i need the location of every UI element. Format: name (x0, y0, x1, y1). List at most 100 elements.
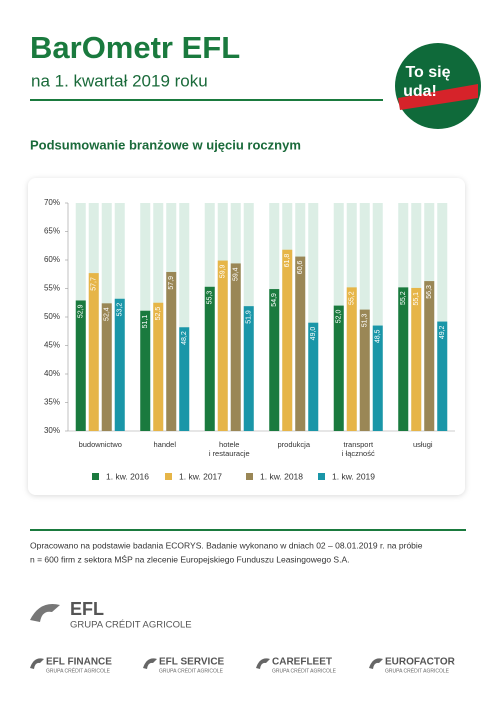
value-label: 52,0 (336, 309, 343, 323)
bar (75, 300, 86, 431)
value-label: 55,2 (349, 291, 356, 305)
bar (398, 287, 409, 431)
brand-group: GRUPA CRÉDIT AGRICOLE (272, 667, 337, 674)
value-label: 57,7 (91, 277, 98, 291)
value-label: 55,1 (413, 292, 420, 306)
legend-swatch (165, 473, 172, 480)
bar (411, 287, 422, 431)
brand-icon (143, 658, 157, 669)
bar (140, 310, 151, 431)
brand-name: EFL SERVICE (159, 657, 225, 668)
x-tick-line: i łączność (342, 449, 375, 458)
badge-text: To się (405, 64, 450, 81)
x-tick-label: handel (153, 440, 176, 449)
bar (204, 286, 215, 431)
bar-track (372, 203, 383, 431)
bar-track (308, 203, 319, 431)
brand-icon (256, 658, 270, 669)
title: BarOmetr EFL (30, 30, 240, 65)
legend-label: 1. kw. 2018 (260, 471, 303, 481)
value-label: 49,0 (310, 327, 317, 341)
bar (282, 249, 293, 431)
x-tick-label: budownictwo (79, 440, 122, 449)
bar-track (437, 203, 448, 431)
value-label: 52,5 (155, 307, 162, 321)
legend-label: 1. kw. 2016 (106, 471, 149, 481)
value-label: 54,9 (271, 293, 278, 307)
y-tick-label: 30% (44, 426, 60, 435)
legend-swatch (246, 473, 253, 480)
bar (269, 289, 280, 431)
brand-icon (369, 658, 383, 669)
badge-text: uda! (403, 83, 437, 100)
brand-name: EFL FINANCE (46, 657, 112, 668)
value-label: 56,3 (426, 285, 433, 299)
logo-icon (30, 604, 60, 622)
bar (308, 322, 319, 431)
x-tick-line: budownictwo (79, 440, 122, 449)
bar (359, 309, 370, 431)
value-label: 60,6 (297, 260, 304, 274)
bar (230, 263, 241, 431)
bar (217, 260, 228, 431)
bar (153, 302, 164, 431)
value-label: 59,4 (233, 267, 240, 281)
brand-group: GRUPA CRÉDIT AGRICOLE (159, 667, 224, 674)
x-tick-label: usługi (413, 440, 433, 449)
bar (372, 325, 383, 431)
value-label: 51,9 (246, 310, 253, 324)
bar-track (179, 203, 190, 431)
bar (295, 256, 306, 431)
value-label: 59,9 (220, 264, 227, 278)
bar (333, 305, 344, 431)
badge-stripe (398, 84, 478, 110)
y-tick-label: 55% (44, 284, 60, 293)
value-label: 61,8 (284, 254, 291, 268)
y-tick-label: 50% (44, 312, 60, 321)
value-label: 52,9 (78, 304, 85, 318)
value-label: 52,4 (104, 307, 111, 321)
x-tick-line: handel (153, 440, 176, 449)
bar (114, 298, 125, 431)
x-tick-line: produkcja (277, 440, 310, 449)
y-tick-label: 40% (44, 369, 60, 378)
x-tick-line: hotele (219, 440, 239, 449)
brand-icon (30, 658, 44, 669)
bar (346, 287, 357, 431)
value-label: 55,2 (400, 291, 407, 305)
bar (101, 303, 112, 431)
x-tick-line: usługi (413, 440, 433, 449)
logo-group: GRUPA CRÉDIT AGRICOLE (70, 620, 192, 631)
value-label: 48,5 (375, 329, 382, 343)
value-label: 51,3 (362, 313, 369, 327)
subtitle: na 1. kwartał 2019 roku (31, 71, 208, 90)
value-label: 55,3 (207, 291, 214, 305)
y-tick-label: 60% (44, 255, 60, 264)
y-tick-label: 35% (44, 398, 60, 407)
brand-name: EUROFACTOR (385, 657, 456, 668)
legend-swatch (318, 473, 325, 480)
bar (88, 273, 99, 431)
bar (179, 327, 190, 431)
x-tick-label: produkcja (277, 440, 310, 449)
legend-label: 1. kw. 2019 (332, 471, 375, 481)
note: Opracowano na podstawie badania ECORYS. … (30, 540, 423, 550)
bar (166, 271, 177, 431)
bar (437, 321, 448, 431)
value-label: 51,1 (142, 315, 149, 329)
y-tick-label: 70% (44, 198, 60, 207)
chart-title: Podsumowanie branżowe w ujęciu rocznym (30, 137, 301, 152)
logo-name: EFL (70, 599, 104, 619)
x-tick-label: transport i łączność (342, 440, 375, 458)
legend-label: 1. kw. 2017 (179, 471, 222, 481)
value-label: 49,2 (439, 325, 446, 339)
x-tick-line: transport (343, 440, 374, 449)
x-tick-label: hotele i restauracje (209, 440, 250, 458)
value-label: 48,2 (181, 331, 188, 345)
bar (424, 281, 435, 431)
value-label: 53,2 (117, 303, 124, 317)
legend-swatch (92, 473, 99, 480)
note: n = 600 firm z sektora MŚP na zlecenie E… (30, 553, 350, 564)
x-tick-line: i restauracje (209, 449, 250, 458)
